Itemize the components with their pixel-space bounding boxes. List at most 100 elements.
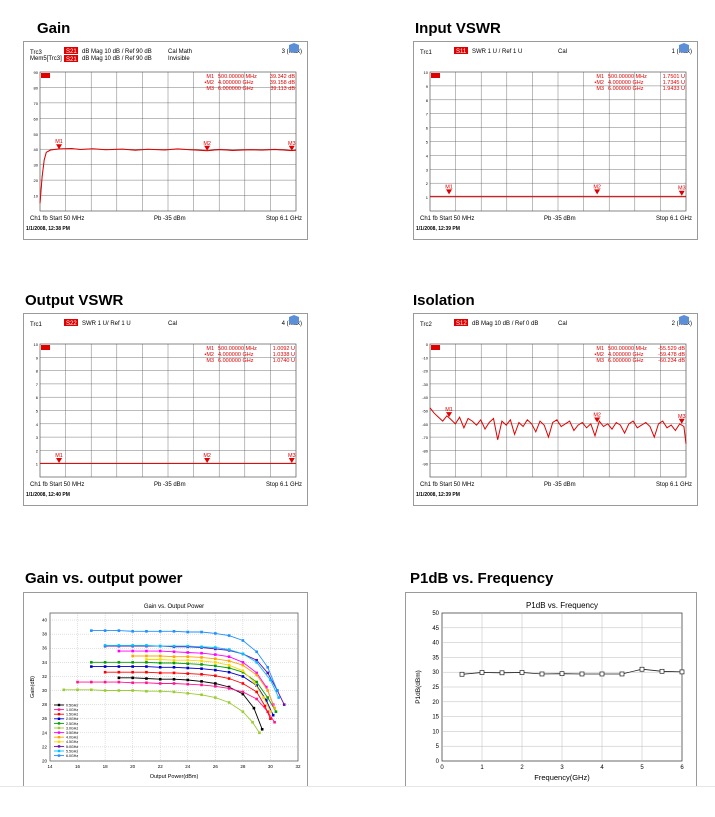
y-tick-label: 0: [436, 759, 440, 765]
series-point: [227, 677, 231, 680]
legend-swatch: [57, 740, 61, 743]
y-tick-label: 70: [34, 101, 39, 106]
marker-name: M3: [206, 86, 214, 92]
series-point: [227, 659, 231, 663]
series-point: [172, 655, 176, 658]
series-point: [266, 696, 269, 699]
y-tick-label: -80: [422, 448, 429, 453]
marker-triangle: [204, 458, 211, 464]
series-point: [131, 670, 134, 674]
y-tick-label: 2: [426, 181, 429, 186]
series-point: [227, 663, 231, 667]
series-point: [186, 678, 190, 682]
y-tick-label: 80: [34, 85, 39, 90]
marker-tag: M3: [288, 453, 296, 459]
param-label: S11: [456, 49, 467, 55]
series-point: [172, 650, 176, 654]
marker-triangle: [446, 412, 453, 418]
series-point: [145, 661, 148, 664]
series-point: [241, 670, 245, 674]
y-tick-label: 20: [34, 178, 39, 183]
y-tick-label: 10: [34, 194, 39, 199]
y-tick-label: 4: [36, 422, 39, 427]
marker-triangle: [288, 458, 295, 464]
marker-name: M1: [596, 74, 604, 80]
ref-marker: [431, 345, 440, 350]
y-tick-label: 3: [36, 435, 39, 440]
series-point: [200, 683, 203, 687]
series-point: [158, 654, 162, 658]
series-point: [103, 661, 107, 664]
marker-freq: 4.000000 GHz: [608, 352, 644, 358]
marker-freq: 500.00000 MHz: [218, 346, 257, 352]
series-point: [131, 654, 134, 658]
param-badge: [64, 47, 78, 54]
rs-logo-icon: [679, 43, 689, 53]
format-label: dB Mag 10 dB / Ref 0 dB: [472, 321, 538, 327]
trace-label: Trc3: [30, 50, 42, 56]
series-point: [260, 727, 264, 731]
legend-label: 4.0GHz: [66, 736, 78, 740]
series-point: [241, 639, 245, 642]
marker-triangle: [678, 418, 685, 424]
stop-label: Stop 6.1 GHz: [656, 482, 692, 488]
series-point: [90, 629, 93, 632]
y-tick-label: -40: [422, 395, 429, 400]
marker-name: •M2: [204, 352, 214, 358]
series-point: [200, 673, 203, 676]
legend-swatch: [57, 731, 61, 734]
y-tick-label: 26: [42, 716, 48, 721]
marker-tag: M2: [593, 412, 601, 418]
y-tick-label: 60: [34, 116, 39, 121]
series-point: [158, 671, 162, 675]
param2-label: S21: [66, 57, 77, 63]
y-tick-label: 10: [432, 729, 439, 735]
format-label: dB Mag 10 dB / Ref 90 dB: [82, 49, 152, 55]
legend-label: 6.0GHz: [66, 754, 78, 758]
series-point: [269, 678, 272, 682]
marker-triangle: [446, 189, 453, 195]
series-point: [172, 682, 176, 685]
series-point: [227, 685, 231, 689]
x-tick-label: 5: [640, 765, 644, 771]
data-trace: [429, 407, 687, 444]
ref-marker: [41, 73, 50, 78]
y-tick-label: -70: [422, 435, 429, 440]
y-tick-label: 8: [426, 98, 429, 103]
x-tick-label: 16: [75, 764, 81, 769]
series-point: [172, 671, 176, 675]
marker-freq: 4.000000 GHz: [608, 80, 644, 86]
series-point: [214, 664, 217, 668]
series-line: [461, 668, 683, 675]
channel-label: Ch1 fb Start 50 MHz: [420, 216, 474, 222]
y-tick-label: 40: [34, 147, 39, 152]
series-point: [200, 630, 203, 634]
timestamp-label: 1/1/2008, 12:39 PM: [416, 226, 460, 232]
stop-label: Stop 6.1 GHz: [266, 482, 302, 488]
marker-value: 1.7501 U: [663, 74, 685, 80]
x-tick-label: 0: [440, 765, 444, 771]
series-point: [499, 670, 505, 676]
y-tick-label: 28: [42, 702, 48, 707]
marker-tag: M3: [288, 141, 296, 147]
series-point: [172, 644, 176, 648]
series-point: [214, 632, 217, 635]
series-point: [145, 630, 148, 633]
y-tick-label: 40: [42, 618, 48, 623]
x-tick-label: 32: [295, 764, 301, 769]
series-point: [255, 671, 258, 675]
y-axis-label: Gain(dB): [30, 676, 36, 698]
legend-swatch: [57, 736, 61, 739]
y-tick-label: -50: [422, 409, 429, 414]
legend-label: 1.5GHz: [66, 713, 78, 717]
plot-frame: [49, 612, 299, 762]
power-label: Pb -35 dBm: [544, 216, 576, 222]
series-point: [255, 673, 258, 677]
series-point: [131, 649, 134, 653]
series-point: [241, 661, 245, 664]
x-tick-label: 2: [520, 765, 524, 771]
series-point: [158, 658, 162, 661]
series-point: [241, 710, 245, 713]
